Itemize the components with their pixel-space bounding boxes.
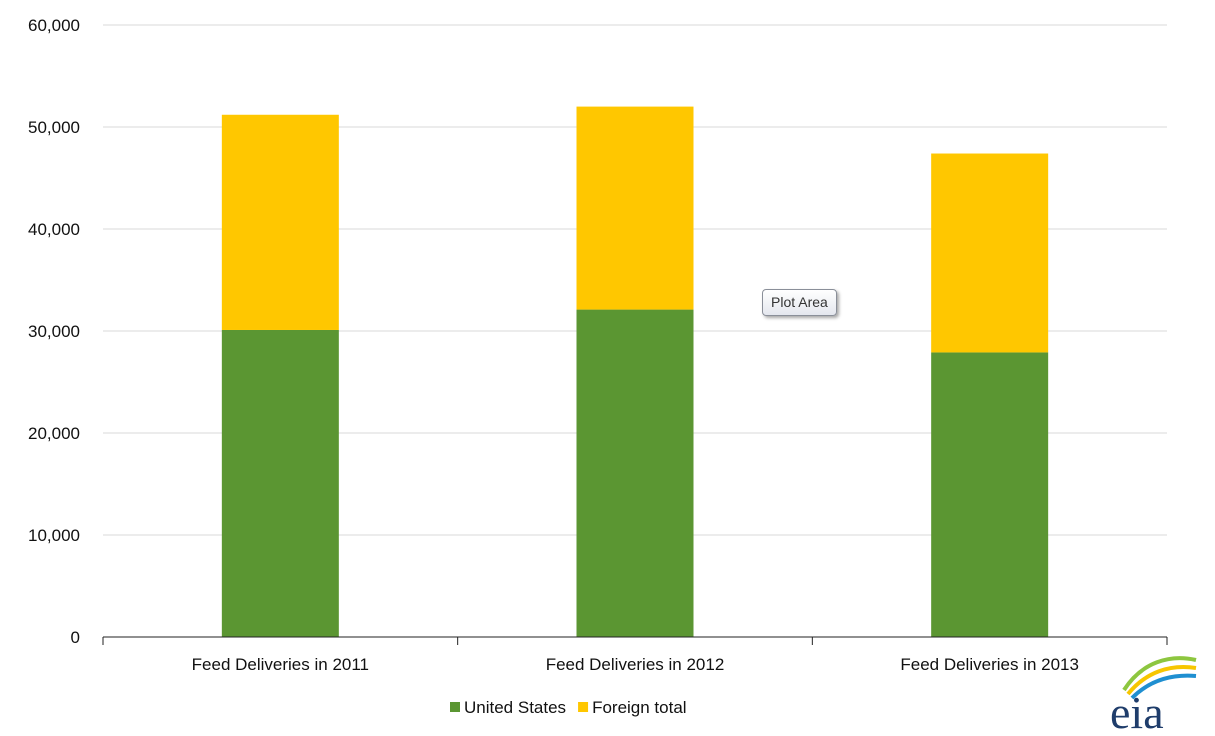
x-category-label: Feed Deliveries in 2013 (900, 655, 1079, 674)
x-category-label: Feed Deliveries in 2011 (192, 655, 369, 674)
bar-segment-united-states (576, 309, 694, 637)
bar-segment-united-states (221, 329, 339, 637)
y-axis-tick-labels: 0 10,000 20,000 30,000 40,000 50,000 60,000 (28, 16, 80, 647)
y-tick-label: 10,000 (28, 526, 80, 545)
y-tick-label: 40,000 (28, 220, 80, 239)
legend-label: Foreign total (592, 698, 687, 717)
bar-segment-foreign-total (221, 114, 339, 330)
bars (221, 106, 1049, 637)
logo-swoosh-yellow (1126, 665, 1197, 696)
legend-item: United States (450, 698, 566, 717)
bar-segment-foreign-total (931, 153, 1049, 353)
x-axis-category-labels: Feed Deliveries in 2011 Feed Deliveries i… (192, 655, 1079, 674)
y-tick-label: 0 (71, 628, 80, 647)
logo-swoosh-green (1122, 656, 1197, 692)
logo-swoosh-blue (1130, 673, 1197, 700)
x-category-label: Feed Deliveries in 2012 (546, 655, 725, 674)
plot-area-tooltip: Plot Area (762, 289, 837, 316)
y-tick-label: 30,000 (28, 322, 80, 341)
legend-swatch (450, 702, 460, 712)
legend: United States Foreign total (450, 698, 687, 717)
x-axis (102, 636, 1168, 645)
eia-logo: eia (1110, 656, 1197, 732)
logo-text: eia (1110, 687, 1164, 732)
y-tick-label: 20,000 (28, 424, 80, 443)
legend-item: Foreign total (578, 698, 687, 717)
legend-label: United States (464, 698, 566, 717)
y-tick-label: 60,000 (28, 16, 80, 35)
bar-segment-united-states (931, 352, 1049, 637)
y-tick-label: 50,000 (28, 118, 80, 137)
legend-swatch (578, 702, 589, 712)
bar-segment-foreign-total (576, 106, 694, 310)
